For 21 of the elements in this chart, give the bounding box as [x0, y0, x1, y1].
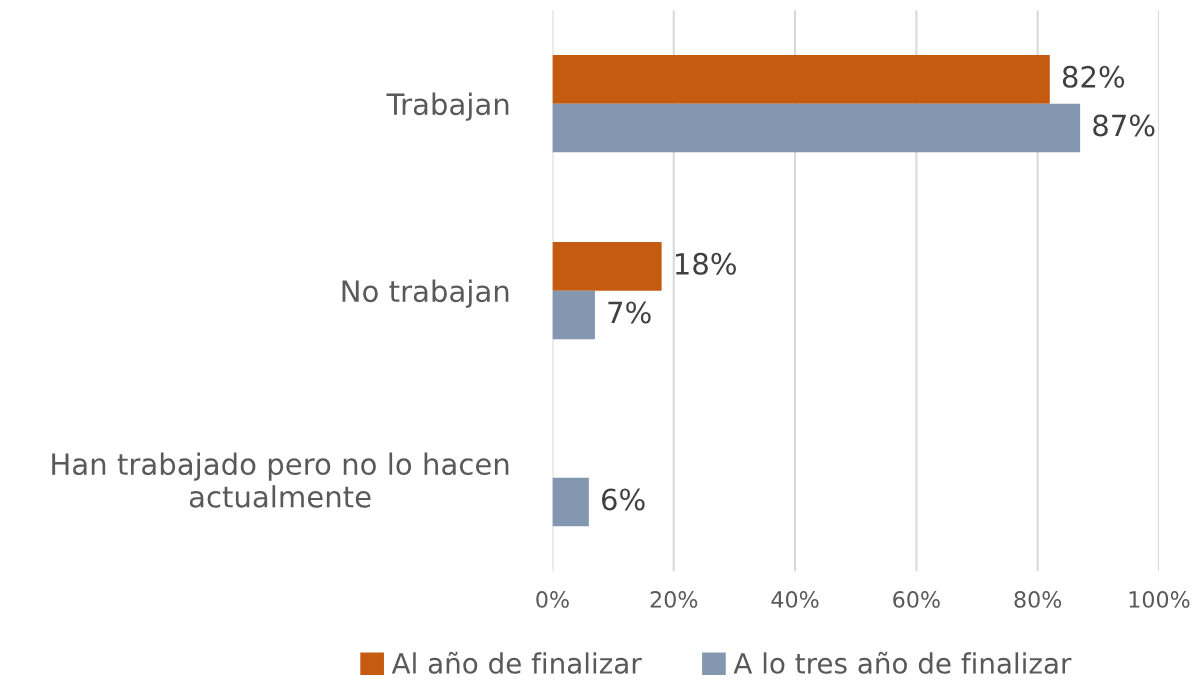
x-tick-label: 40%	[771, 591, 819, 608]
bar	[552, 55, 1050, 104]
data-label: 87%	[1093, 114, 1155, 137]
data-label: 82%	[1062, 65, 1125, 88]
data-label: 7%	[608, 301, 651, 324]
bar	[552, 290, 595, 340]
bar	[552, 103, 1081, 153]
y-tick-label: Han trabajado pero no lo hacen actualmente	[52, 452, 509, 508]
bar	[552, 477, 589, 527]
x-tick-label: 100%	[1129, 591, 1190, 608]
data-label: 6%	[602, 488, 645, 511]
legend-label: A lo tres año de finalizar	[733, 651, 1072, 674]
x-tick-label: 60%	[893, 591, 940, 608]
x-tick-label: 20%	[650, 591, 698, 608]
y-tick-label: No trabajan	[342, 279, 509, 308]
x-tick-label: 0%	[536, 591, 569, 608]
legend-label: Al año de finalizar	[391, 651, 642, 674]
x-tick-label: 80%	[1014, 591, 1062, 608]
y-tick-label: Trabajan	[386, 92, 509, 121]
data-label: 18%	[675, 252, 736, 275]
bar	[552, 242, 662, 291]
